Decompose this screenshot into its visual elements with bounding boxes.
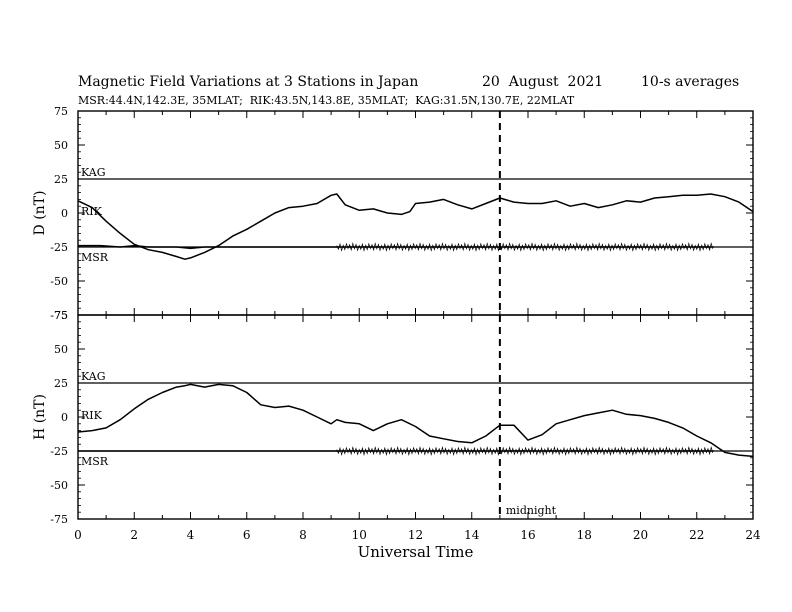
x-tick-label: 16 bbox=[520, 528, 535, 542]
x-tick-label: 6 bbox=[243, 528, 251, 542]
x-tick-label: 2 bbox=[130, 528, 138, 542]
x-tick-label: 14 bbox=[464, 528, 480, 542]
midnight-marker-label: midnight bbox=[506, 504, 557, 517]
y-tick-label-h: -25 bbox=[50, 445, 68, 458]
x-tick-label: 24 bbox=[745, 528, 761, 542]
station-label-kag-h: KAG bbox=[81, 370, 106, 383]
y-tick-label-h: -50 bbox=[50, 479, 68, 492]
y-tick-label-h: 0 bbox=[61, 411, 68, 424]
chart-date: 20 August 2021 bbox=[482, 74, 604, 90]
y-tick-label-h: 50 bbox=[54, 343, 68, 356]
panel-d-frame bbox=[77, 110, 754, 316]
y-tick-label-d: 50 bbox=[54, 139, 68, 152]
x-tick-label: 0 bbox=[74, 528, 82, 542]
y-tick-label-d: 25 bbox=[54, 173, 68, 186]
series-msr-noise-d bbox=[336, 242, 714, 252]
panel-h-frame bbox=[77, 314, 754, 520]
x-tick-label: 10 bbox=[352, 528, 367, 542]
station-label-msr-h: MSR bbox=[81, 455, 109, 468]
series-rik-h bbox=[77, 383, 754, 458]
station-label-rik-h: RIK bbox=[81, 409, 103, 422]
y-tick-label-d: 75 bbox=[54, 105, 68, 118]
y-axis-label-d: D (nT) bbox=[32, 191, 48, 236]
y-axis-label-h: H (nT) bbox=[32, 394, 48, 440]
x-tick-label: 8 bbox=[299, 528, 307, 542]
x-axis-label: Universal Time bbox=[358, 543, 474, 561]
station-label-kag-d: KAG bbox=[81, 166, 106, 179]
x-tick-label: 20 bbox=[633, 528, 648, 542]
station-info: MSR:44.4N,142.3E, 35MLAT; RIK:43.5N,143.… bbox=[78, 94, 575, 107]
x-tick-label: 18 bbox=[577, 528, 592, 542]
y-tick-label-d: -25 bbox=[50, 241, 68, 254]
station-label-msr-d: MSR bbox=[81, 251, 109, 264]
y-tick-label-h: -75 bbox=[50, 513, 68, 526]
chart-averaging: 10-s averages bbox=[641, 74, 740, 90]
x-tick-label: 22 bbox=[689, 528, 704, 542]
y-tick-label-d: -50 bbox=[50, 275, 68, 288]
y-tick-label-h: 25 bbox=[54, 377, 68, 390]
series-msr-noise-h bbox=[336, 446, 714, 456]
station-label-rik-d: RIK bbox=[81, 205, 103, 218]
y-tick-label-d: -75 bbox=[50, 309, 68, 322]
x-tick-label: 4 bbox=[187, 528, 195, 542]
x-tick-label: 12 bbox=[408, 528, 423, 542]
series-rik-d bbox=[77, 193, 754, 260]
y-tick-label-d: 0 bbox=[61, 207, 68, 220]
y-tick-label-h: 75 bbox=[54, 309, 68, 322]
series-msr-d bbox=[78, 244, 714, 250]
chart-title: Magnetic Field Variations at 3 Stations … bbox=[78, 74, 419, 90]
